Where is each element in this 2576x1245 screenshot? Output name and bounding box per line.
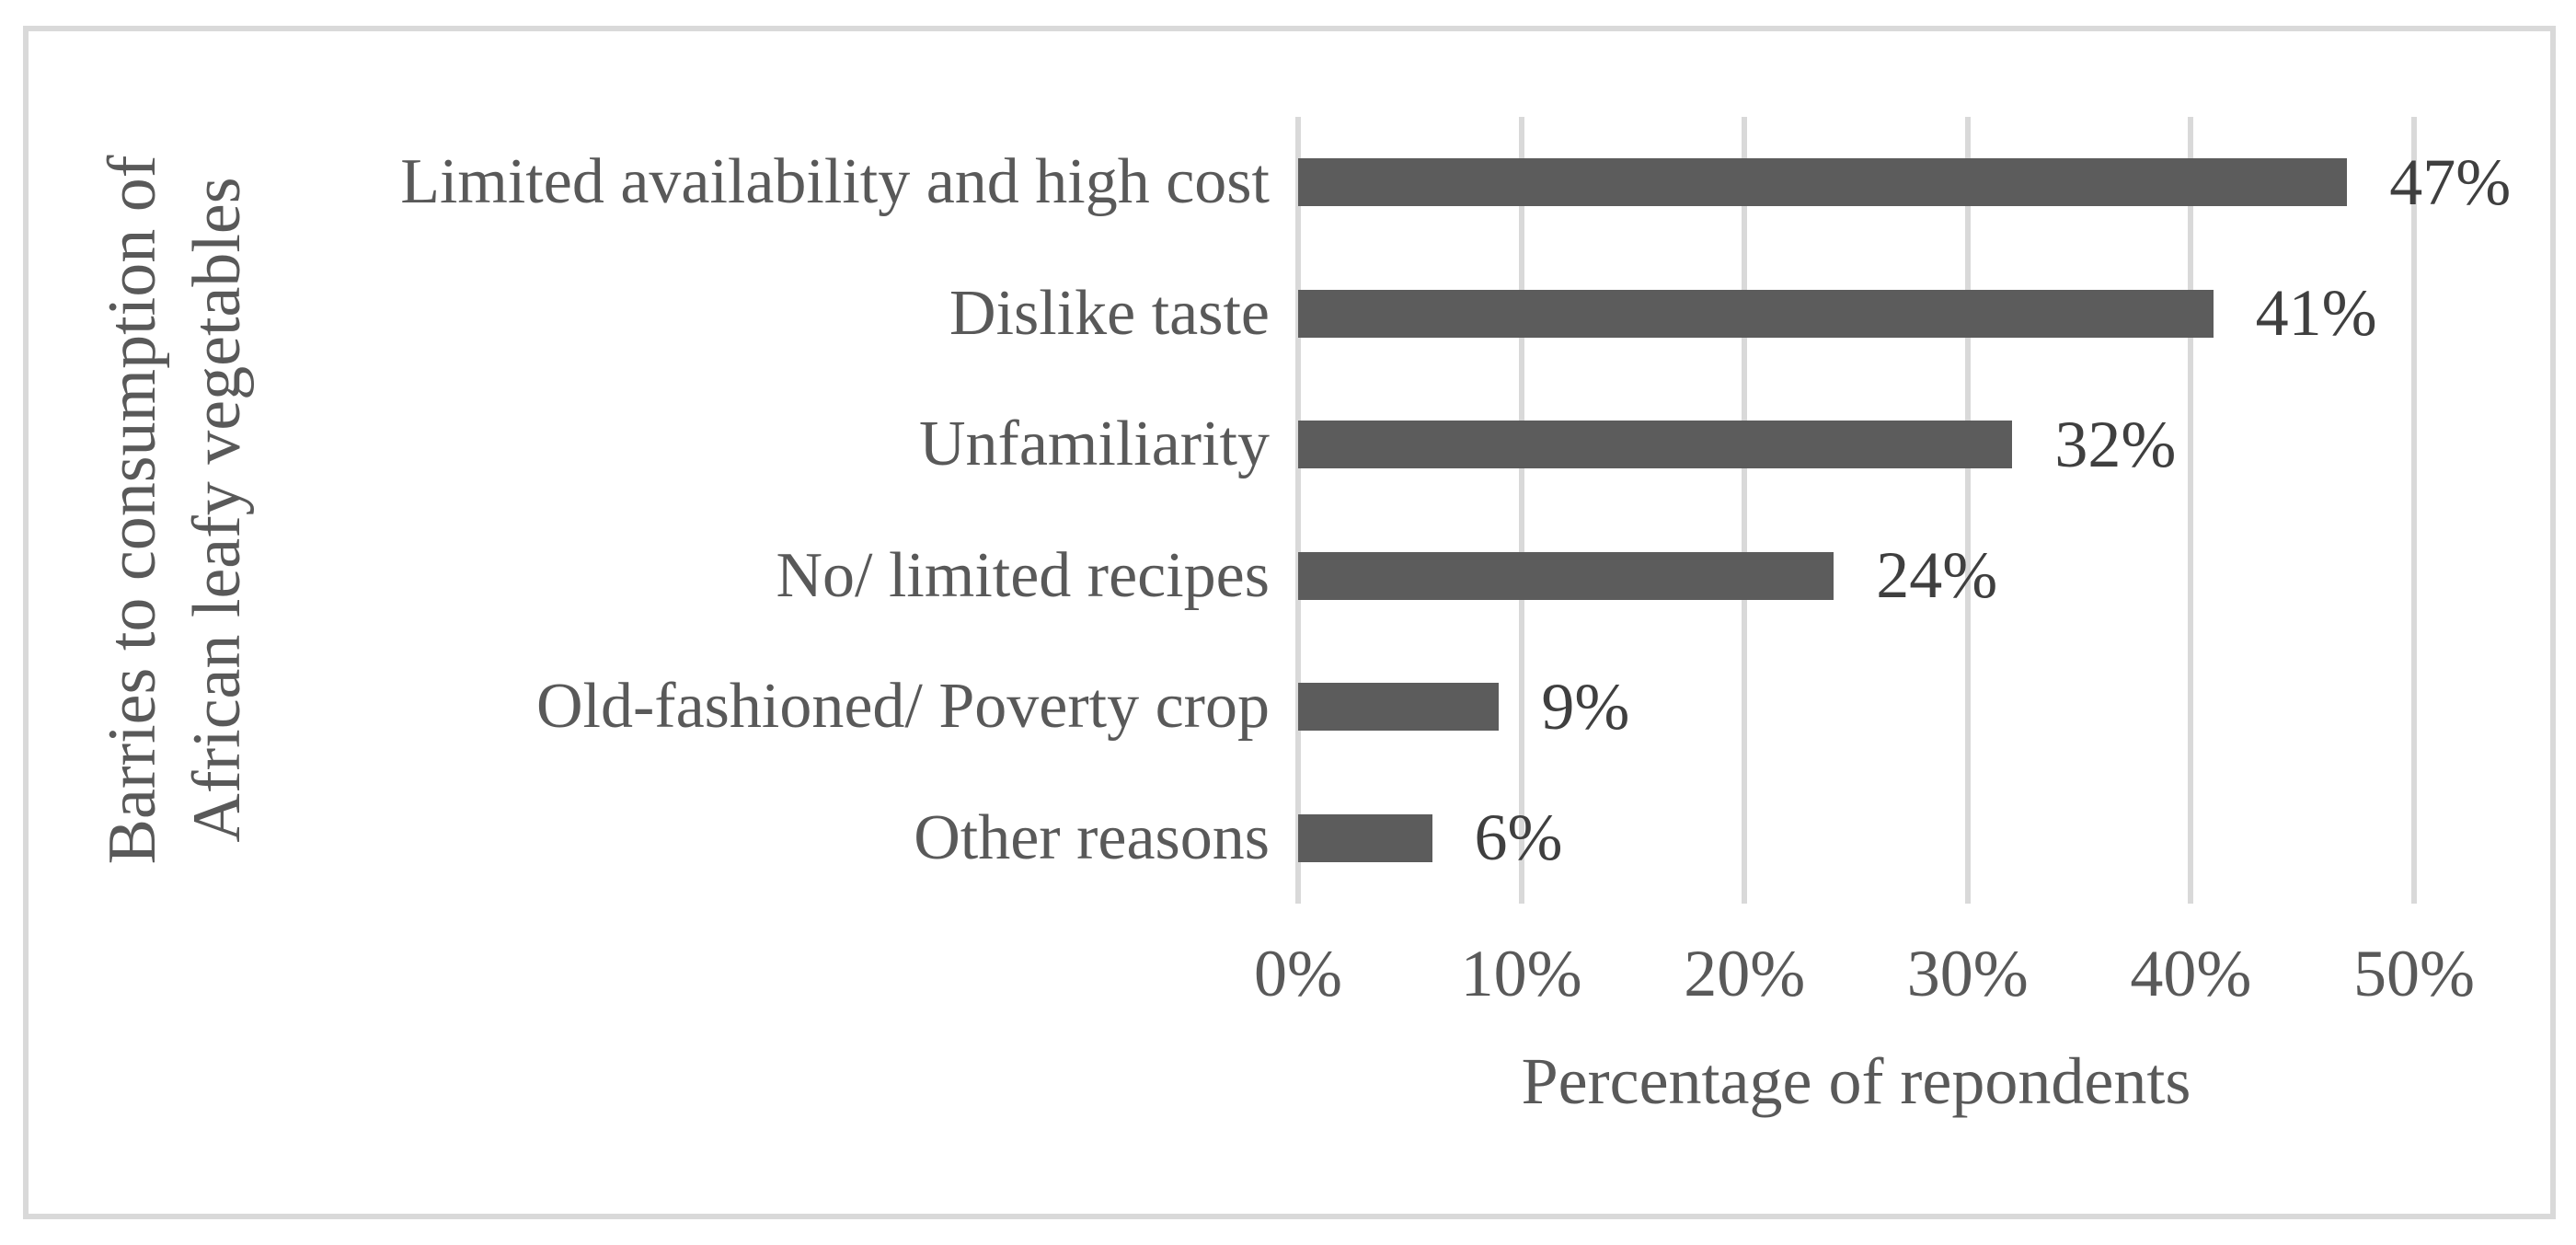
category-label: Limited availability and high cost bbox=[400, 146, 1270, 218]
bar-value-label: 32% bbox=[2054, 407, 2177, 481]
plot-area: 47% 41% 32% 24% 9% 6% bbox=[1295, 117, 2511, 905]
gridline-40% bbox=[2188, 117, 2194, 904]
bar-row: 9% bbox=[1298, 641, 2414, 773]
gridline-0% bbox=[1295, 117, 1301, 904]
gridline-20% bbox=[1742, 117, 1748, 904]
x-axis-title: Percentage of repondents bbox=[1521, 1044, 2191, 1118]
category-label: No/ limited recipes bbox=[776, 539, 1270, 611]
bar-row: 32% bbox=[1298, 379, 2414, 511]
x-tick-label-40%: 40% bbox=[2130, 936, 2252, 1010]
gridline-10% bbox=[1518, 117, 1524, 904]
bar-47% bbox=[1298, 158, 2348, 206]
bar-value-label: 9% bbox=[1541, 669, 1630, 744]
x-tick-label-0%: 0% bbox=[1254, 936, 1342, 1010]
category-label: Old-fashioned/ Poverty crop bbox=[535, 671, 1270, 743]
category-label: Dislike taste bbox=[949, 277, 1270, 349]
x-tick-label-20%: 20% bbox=[1684, 936, 1806, 1010]
x-tick-label-30%: 30% bbox=[1906, 936, 2029, 1010]
bar-41% bbox=[1298, 289, 2214, 338]
bar-value-label: 6% bbox=[1474, 801, 1563, 875]
bar-row: 24% bbox=[1298, 511, 2414, 642]
bar-value-label: 47% bbox=[2389, 144, 2512, 219]
bar-6% bbox=[1298, 813, 1432, 862]
bar-value-label: 24% bbox=[1876, 538, 1998, 613]
chart-outer-border bbox=[23, 26, 2556, 1219]
x-tick-label-50%: 50% bbox=[2353, 936, 2475, 1010]
bar-9% bbox=[1298, 683, 1500, 731]
bar-24% bbox=[1298, 551, 1834, 600]
bar-value-label: 41% bbox=[2255, 276, 2377, 351]
x-tick-label-10%: 10% bbox=[1460, 936, 1582, 1010]
bar-row: 6% bbox=[1298, 773, 2414, 905]
bar-row: 41% bbox=[1298, 248, 2414, 380]
bar-32% bbox=[1298, 421, 2013, 468]
gridline-30% bbox=[1964, 117, 1971, 904]
gridline-50% bbox=[2411, 117, 2417, 904]
category-label: Other reasons bbox=[914, 801, 1270, 873]
bar-row: 47% bbox=[1298, 117, 2511, 248]
category-label: Unfamiliarity bbox=[918, 409, 1270, 480]
